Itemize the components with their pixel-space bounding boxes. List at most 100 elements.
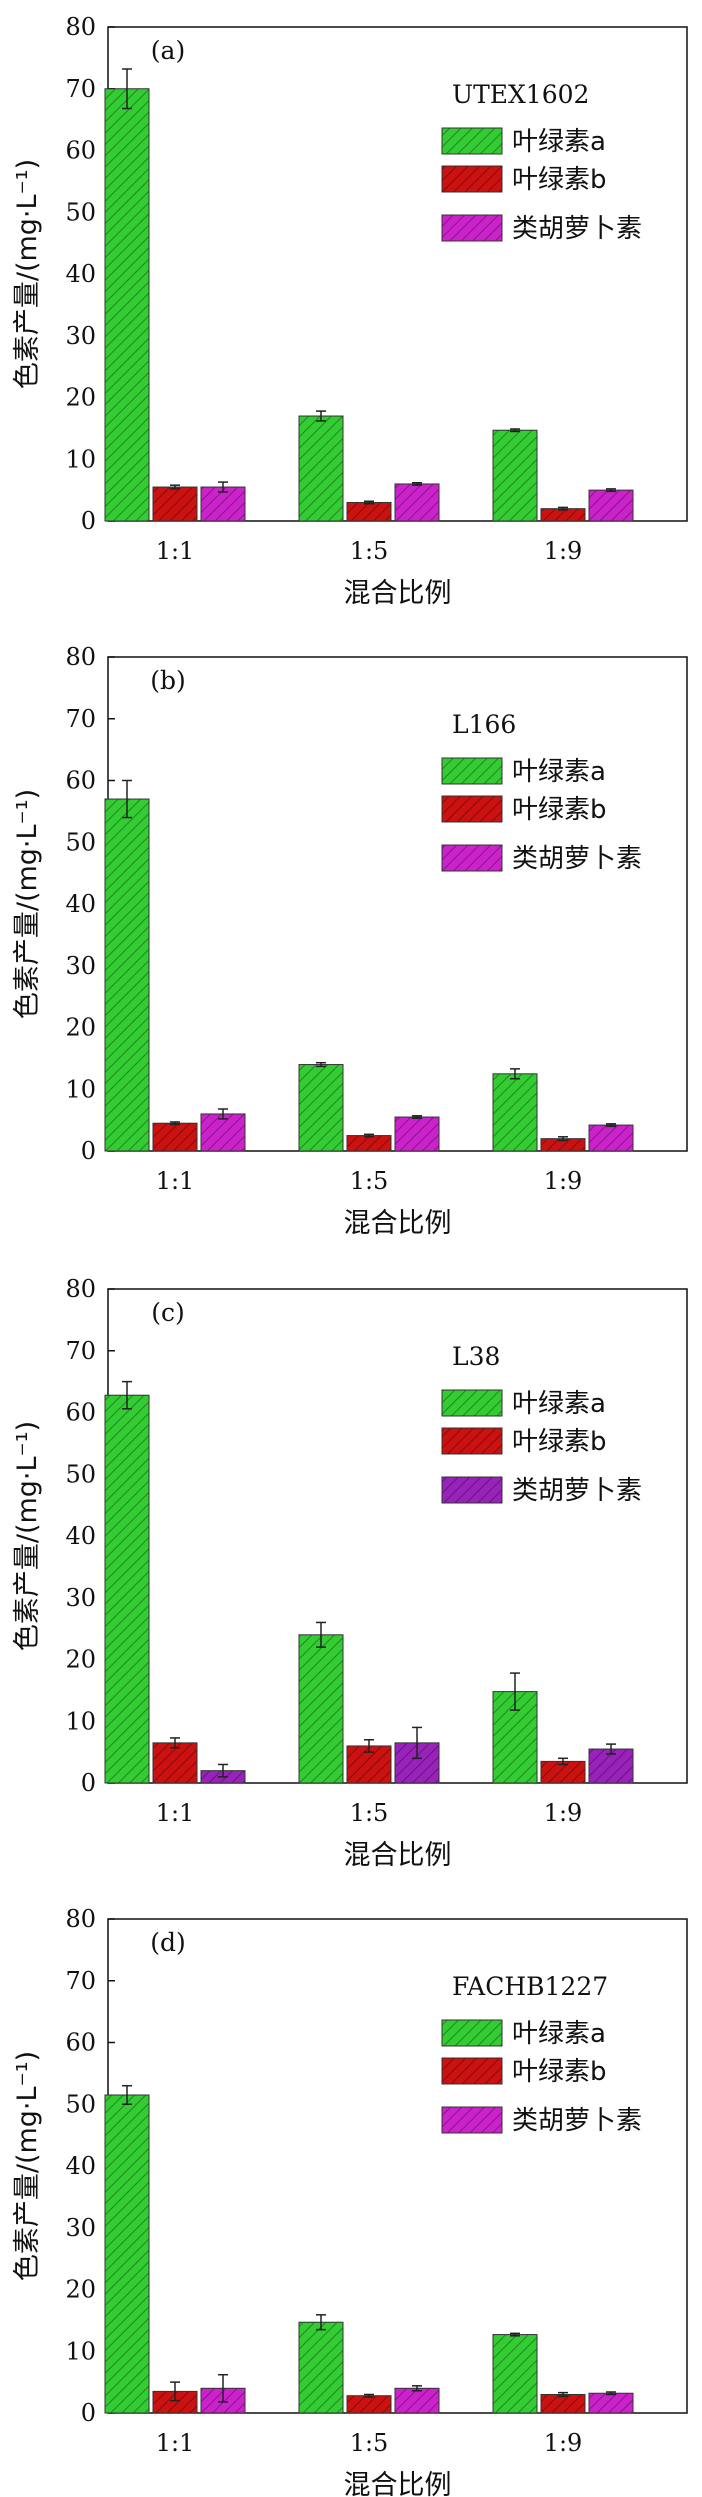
legend-swatch (441, 2106, 503, 2134)
y-tick-label: 10 (65, 2337, 96, 2365)
x-tick-label: 1:9 (544, 537, 583, 565)
legend-title: L166 (452, 710, 516, 739)
legend-swatch (441, 2057, 503, 2085)
bar (394, 483, 440, 522)
y-tick-label: 40 (65, 260, 96, 288)
legend-label: 类胡萝卜素 (512, 844, 642, 874)
y-tick-label: 0 (81, 1137, 96, 1165)
legend-swatch (441, 757, 503, 785)
panel-label: (d) (150, 1928, 186, 1957)
y-tick-label: 20 (65, 384, 96, 412)
x-axis-title: 混合比例 (344, 1208, 452, 1239)
chart-panel-1: 0 10 20 30 40 50 60 70 80 1:1 1:5 1:9 混合比例 色素产量/(mg·L… (12, 13, 688, 609)
legend-swatch (441, 795, 503, 823)
x-axis-title: 混合比例 (344, 1840, 452, 1871)
x-tick-label: 1:5 (350, 1167, 389, 1195)
y-tick-label: 30 (65, 952, 96, 980)
bar (588, 2392, 634, 2414)
legend-label: 类胡萝卜素 (512, 2106, 642, 2136)
y-tick-label: 20 (65, 2276, 96, 2304)
legend-title: L38 (452, 1342, 500, 1371)
bar (298, 1064, 344, 1152)
legend-swatch (441, 844, 503, 872)
y-tick-label: 40 (65, 2152, 96, 2180)
bar (104, 2094, 150, 2414)
y-tick-label: 60 (65, 137, 96, 165)
y-axis-title: 色素产量/(mg·L⁻¹) (12, 1421, 43, 1651)
x-axis-title: 混合比例 (344, 578, 452, 609)
legend-swatch (441, 214, 503, 242)
y-tick-label: 30 (65, 322, 96, 350)
legend-swatch (441, 1389, 503, 1417)
legend-title: FACHB1227 (452, 1972, 608, 2001)
y-tick-label: 80 (65, 13, 96, 41)
y-axis-title: 色素产量/(mg·L⁻¹) (12, 789, 43, 1019)
bar (540, 2393, 586, 2414)
y-tick-label: 80 (65, 643, 96, 671)
bar (298, 415, 344, 522)
y-tick-label: 60 (65, 1399, 96, 1427)
y-tick-label: 50 (65, 1460, 96, 1488)
legend-title: UTEX1602 (452, 80, 589, 109)
bar (152, 1742, 198, 1784)
panel-label: (c) (151, 1298, 185, 1327)
plot-frame (107, 656, 688, 1152)
x-tick-label: 1:5 (350, 537, 389, 565)
legend-swatch (441, 165, 503, 193)
x-tick-label: 1:1 (156, 1167, 195, 1195)
plot-frame (107, 1288, 688, 1784)
legend-swatch (441, 1427, 503, 1455)
bar (152, 1122, 198, 1152)
y-tick-label: 20 (65, 1014, 96, 1042)
y-tick-label: 30 (65, 1584, 96, 1612)
y-tick-label: 40 (65, 890, 96, 918)
legend-label: 叶绿素b (512, 2057, 607, 2087)
legend-swatch (441, 1476, 503, 1504)
y-tick-label: 80 (65, 1905, 96, 1933)
bar (346, 1135, 392, 1152)
x-tick-label: 1:9 (544, 1167, 583, 1195)
bar (588, 489, 634, 522)
x-tick-label: 1:9 (544, 1799, 583, 1827)
legend-label: 类胡萝卜素 (512, 214, 642, 244)
panel-label: (b) (150, 666, 186, 695)
legend-label: 叶绿素b (512, 1427, 607, 1457)
y-tick-label: 50 (65, 198, 96, 226)
panel-label: (a) (151, 36, 185, 65)
bar (588, 1124, 634, 1152)
legend-label: 叶绿素a (512, 1389, 606, 1419)
legend-label: 叶绿素a (512, 127, 606, 157)
legend-label: 叶绿素b (512, 165, 607, 195)
y-tick-label: 50 (65, 2090, 96, 2118)
legend-label: 叶绿素a (512, 757, 606, 787)
chart-panel-3: 0 10 20 30 40 50 60 70 80 1:1 1:5 1:9 混合比例 色素产量/(mg·L… (12, 1275, 688, 1871)
bar (298, 2321, 344, 2414)
bar (492, 1073, 538, 1152)
legend-label: 叶绿素b (512, 795, 607, 825)
x-axis-title: 混合比例 (344, 2470, 452, 2497)
y-tick-label: 30 (65, 2214, 96, 2242)
legend-label: 叶绿素a (512, 2019, 606, 2049)
plot-frame (107, 26, 688, 522)
y-tick-label: 40 (65, 1522, 96, 1550)
y-tick-label: 70 (65, 1337, 96, 1365)
y-tick-label: 70 (65, 705, 96, 733)
bar (200, 1113, 246, 1152)
bar (346, 2395, 392, 2414)
y-tick-label: 60 (65, 2029, 96, 2057)
bar (104, 1394, 150, 1784)
y-tick-label: 20 (65, 1646, 96, 1674)
x-tick-label: 1:9 (544, 2429, 583, 2457)
x-tick-label: 1:1 (156, 2429, 195, 2457)
bar (492, 2334, 538, 2414)
x-tick-label: 1:5 (350, 1799, 389, 1827)
legend-swatch (441, 2019, 503, 2047)
bar (298, 1634, 344, 1784)
bar (104, 88, 150, 522)
y-axis-title: 色素产量/(mg·L⁻¹) (12, 2051, 43, 2281)
y-tick-label: 0 (81, 2399, 96, 2427)
x-tick-label: 1:5 (350, 2429, 389, 2457)
y-tick-label: 0 (81, 1769, 96, 1797)
y-tick-label: 70 (65, 75, 96, 103)
y-tick-label: 70 (65, 1967, 96, 1995)
